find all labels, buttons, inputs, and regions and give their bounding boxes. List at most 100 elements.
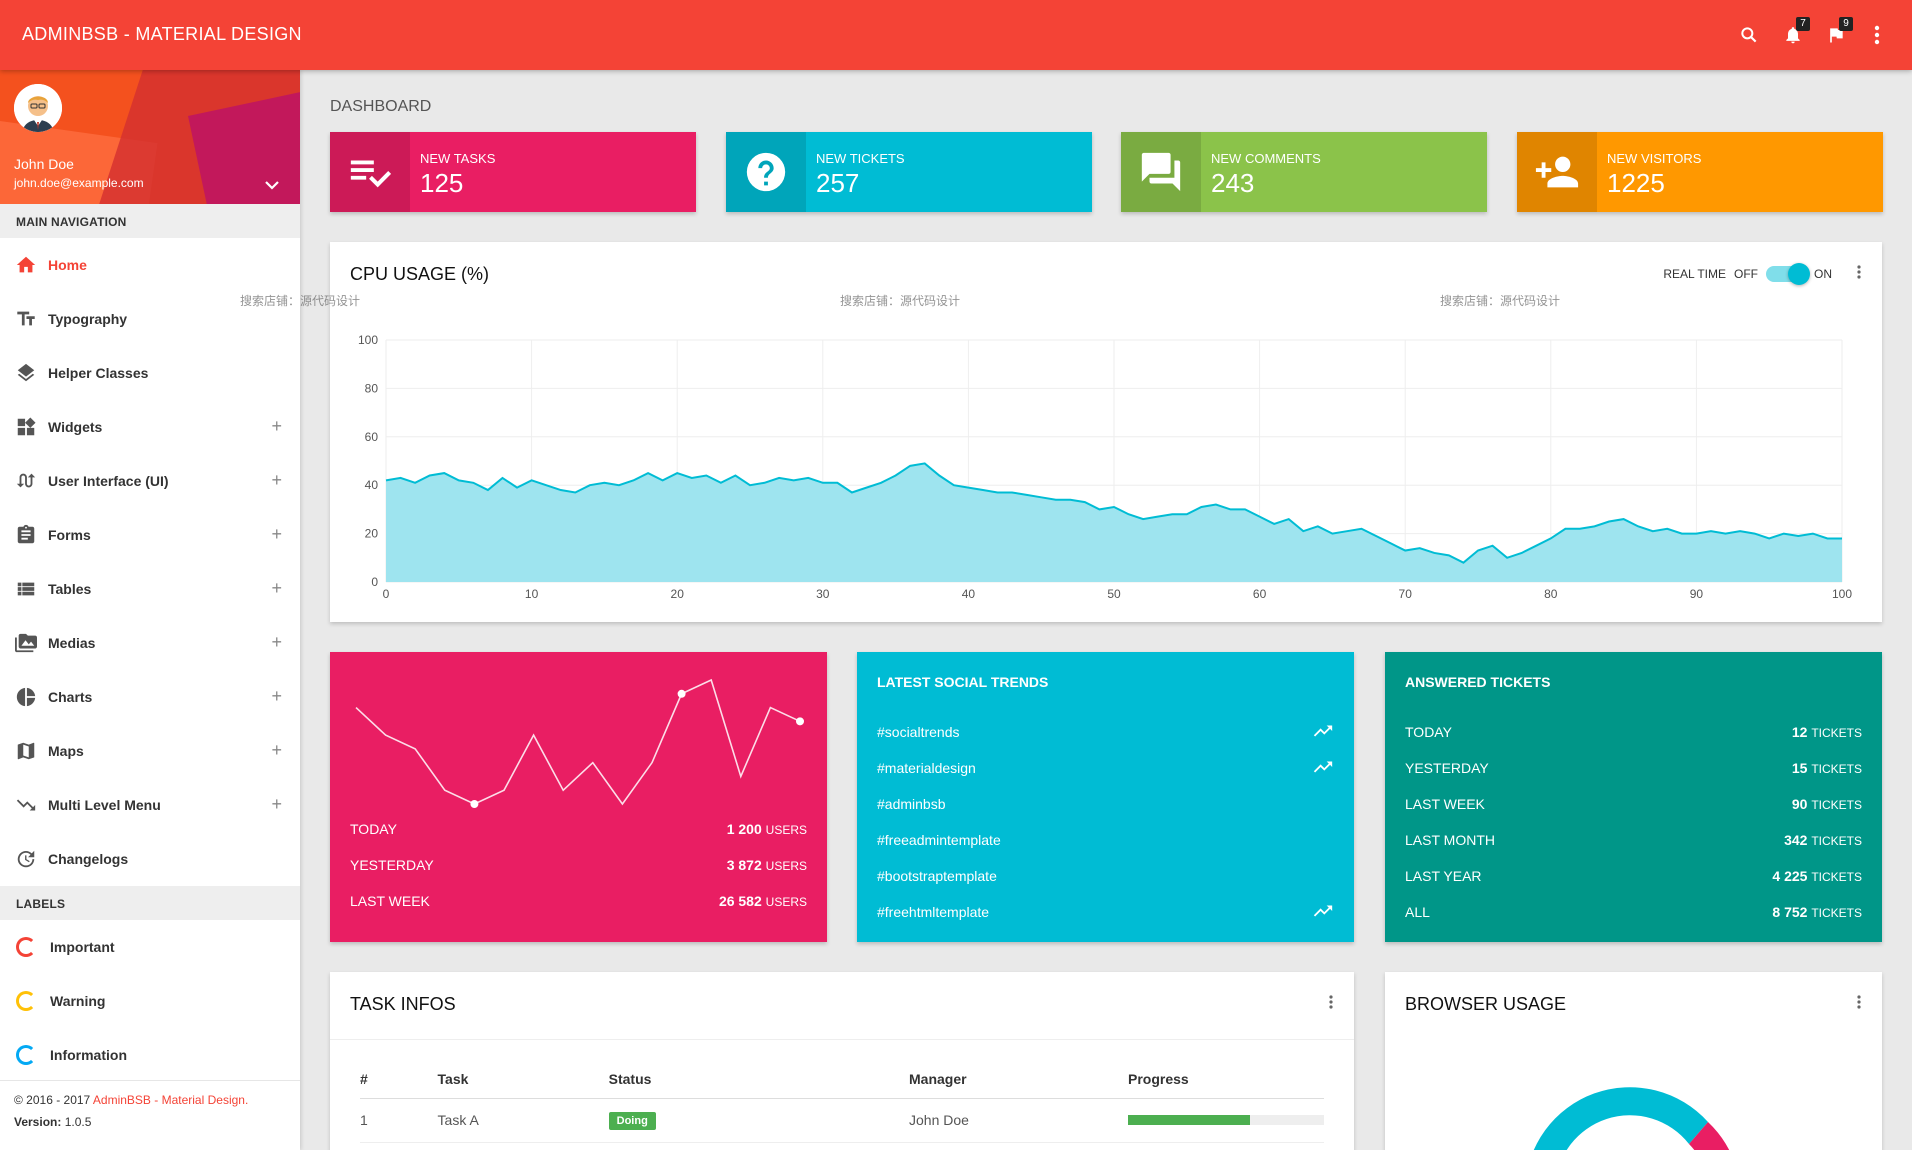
more-vert-icon[interactable] — [1864, 22, 1890, 48]
x-tick-label: 100 — [1832, 587, 1852, 601]
help-icon — [726, 132, 806, 212]
info-box-text: NEW VISITORS 1225 — [1597, 132, 1701, 212]
column-header[interactable]: # — [360, 1068, 438, 1099]
top-bar: ADMINBSB - MATERIAL DESIGN 7 9 — [0, 0, 1912, 70]
social-trend-tag[interactable]: #freehtmltemplate — [877, 904, 990, 920]
label-item[interactable]: Warning — [0, 974, 300, 1028]
cpu-usage-card: CPU USAGE (%) REAL TIME OFF ON 0 10 20 30 40… — [330, 242, 1882, 622]
label-item[interactable]: Information — [0, 1028, 300, 1082]
social-trend-item[interactable]: #socialtrends — [877, 722, 1334, 742]
chevron-down-icon[interactable] — [264, 178, 284, 194]
sidebar-item[interactable]: Medias + — [0, 616, 300, 670]
playlist-add-check-icon — [330, 132, 410, 212]
sparkline-point — [470, 800, 479, 808]
expand-plus-icon[interactable]: + — [271, 794, 282, 814]
realtime-toggle-group: REAL TIME OFF ON — [1663, 263, 1832, 285]
column-header[interactable]: Manager — [909, 1068, 1128, 1099]
column-header[interactable]: Progress — [1128, 1068, 1324, 1099]
ticket-value: 342 TICKETS — [1784, 832, 1862, 848]
x-tick-label: 50 — [1107, 587, 1121, 601]
info-box[interactable]: NEW TASKS 125 — [330, 132, 696, 212]
expand-plus-icon[interactable]: + — [271, 578, 282, 598]
sidebar-item[interactable]: Home — [0, 238, 300, 292]
x-tick-label: 90 — [1690, 587, 1704, 601]
realtime-switch[interactable] — [1766, 263, 1810, 285]
ticket-row: LAST MONTH 342 TICKETS — [1405, 830, 1862, 850]
social-trend-item[interactable]: #freeadmintemplate — [877, 830, 1334, 850]
x-tick-label: 40 — [962, 587, 976, 601]
task-infos-header: TASK INFOS — [330, 972, 1354, 1040]
sidebar-item[interactable]: Helper Classes — [0, 346, 300, 400]
info-box[interactable]: NEW TICKETS 257 — [726, 132, 1092, 212]
sidebar-item[interactable]: User Interface (UI) + — [0, 454, 300, 508]
social-trend-item[interactable]: #freehtmltemplate — [877, 902, 1334, 922]
copyright-link[interactable]: AdminBSB - Material Design. — [92, 1093, 249, 1107]
expand-plus-icon[interactable]: + — [271, 470, 282, 490]
flag-icon[interactable]: 9 — [1823, 17, 1853, 48]
table-row[interactable]: 1 Task A Doing John Doe — [360, 1098, 1324, 1143]
avatar[interactable] — [14, 84, 62, 132]
ticket-row: LAST WEEK 90 TICKETS — [1405, 794, 1862, 814]
social-trend-item[interactable]: #materialdesign — [877, 758, 1334, 778]
ticket-row: YESTERDAY 15 TICKETS — [1405, 758, 1862, 778]
more-vert-icon[interactable] — [1856, 994, 1862, 1014]
social-trend-tag[interactable]: #bootstraptemplate — [877, 868, 997, 884]
notifications-icon[interactable]: 7 — [1780, 17, 1810, 48]
social-trend-tag[interactable]: #freeadmintemplate — [877, 832, 1001, 848]
more-vert-icon[interactable] — [1328, 994, 1334, 1014]
social-trend-tag[interactable]: #socialtrends — [877, 724, 960, 740]
realtime-label: REAL TIME — [1663, 267, 1726, 281]
forum-icon — [1121, 132, 1201, 212]
x-tick-label: 20 — [671, 587, 685, 601]
x-tick-label: 10 — [525, 587, 539, 601]
social-trend-item[interactable]: #adminbsb — [877, 794, 1334, 814]
trending-up-icon — [1312, 900, 1334, 925]
label-item[interactable]: Important — [0, 920, 300, 974]
sidebar-item[interactable]: Typography — [0, 292, 300, 346]
sidebar-item[interactable]: Charts + — [0, 670, 300, 724]
progress-fill — [1128, 1115, 1250, 1125]
info-box-label: NEW COMMENTS — [1211, 151, 1321, 166]
sparkline-point — [796, 717, 804, 726]
swap-calls-icon — [14, 469, 38, 493]
expand-plus-icon[interactable]: + — [271, 416, 282, 436]
progress-bar — [1128, 1115, 1324, 1125]
answered-tickets-title: ANSWERED TICKETS — [1405, 674, 1551, 690]
more-vert-icon[interactable] — [1856, 264, 1862, 284]
sidebar-item[interactable]: Changelogs — [0, 832, 300, 886]
sidebar-item[interactable]: Forms + — [0, 508, 300, 562]
expand-plus-icon[interactable]: + — [271, 524, 282, 544]
y-tick-label: 20 — [365, 527, 379, 541]
info-box[interactable]: NEW VISITORS 1225 — [1517, 132, 1883, 212]
spark-row-lastweek: LAST WEEK 26 582 USERS — [350, 893, 807, 909]
sidebar-item[interactable]: Tables + — [0, 562, 300, 616]
info-box-label: NEW TASKS — [420, 151, 496, 166]
switch-knob — [1788, 263, 1810, 285]
task-name: Task A — [437, 1098, 609, 1143]
social-trend-item[interactable]: #bootstraptemplate — [877, 866, 1334, 886]
expand-plus-icon[interactable]: + — [271, 686, 282, 706]
search-icon[interactable] — [1736, 22, 1762, 48]
column-header[interactable]: Task — [437, 1068, 609, 1099]
pie-chart-icon — [14, 685, 38, 709]
social-trend-tag[interactable]: #materialdesign — [877, 760, 976, 776]
expand-plus-icon[interactable]: + — [271, 740, 282, 760]
y-tick-label: 0 — [371, 575, 378, 589]
sidebar-item[interactable]: Maps + — [0, 724, 300, 778]
y-tick-label: 60 — [365, 430, 379, 444]
info-box-value: 1225 — [1607, 168, 1665, 198]
column-header[interactable]: Status — [608, 1068, 910, 1099]
sidebar-item-label: Tables — [48, 581, 92, 597]
expand-plus-icon[interactable]: + — [271, 632, 282, 652]
view-list-icon — [14, 577, 38, 601]
sidebar-item[interactable]: Widgets + — [0, 400, 300, 454]
ticket-row: LAST YEAR 4 225 TICKETS — [1405, 866, 1862, 886]
brand-title[interactable]: ADMINBSB - MATERIAL DESIGN — [22, 24, 302, 44]
sidebar-item[interactable]: Multi Level Menu + — [0, 778, 300, 832]
info-box[interactable]: NEW COMMENTS 243 — [1121, 132, 1487, 212]
sidebar-item-label: Forms — [48, 527, 91, 543]
ticket-period: YESTERDAY — [1405, 760, 1489, 776]
social-trend-tag[interactable]: #adminbsb — [877, 796, 946, 812]
flag-badge: 9 — [1839, 17, 1853, 31]
